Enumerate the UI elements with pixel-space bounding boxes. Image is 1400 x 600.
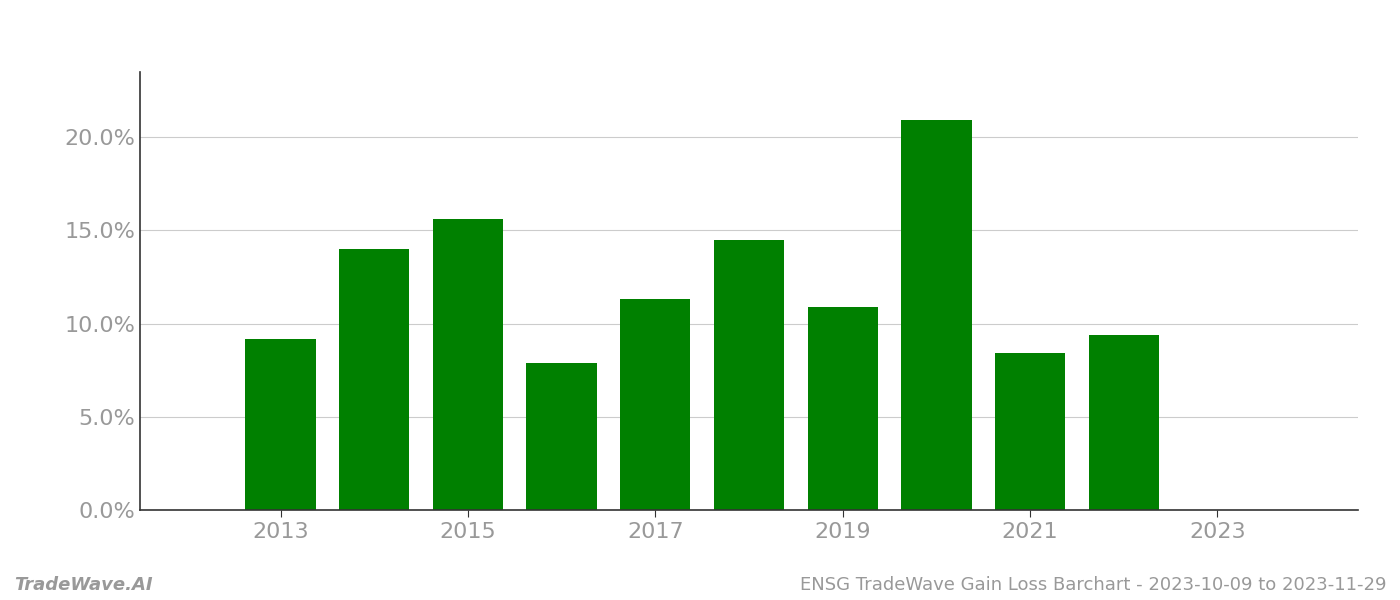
Bar — [808, 307, 878, 510]
Bar — [433, 219, 503, 510]
Bar — [339, 249, 409, 510]
Bar — [902, 121, 972, 510]
Text: TradeWave.AI: TradeWave.AI — [14, 576, 153, 594]
Bar — [245, 338, 315, 510]
Bar — [714, 240, 784, 510]
Bar — [995, 353, 1065, 510]
Bar — [526, 363, 596, 510]
Bar — [620, 299, 690, 510]
Bar — [1089, 335, 1159, 510]
Text: ENSG TradeWave Gain Loss Barchart - 2023-10-09 to 2023-11-29: ENSG TradeWave Gain Loss Barchart - 2023… — [799, 576, 1386, 594]
